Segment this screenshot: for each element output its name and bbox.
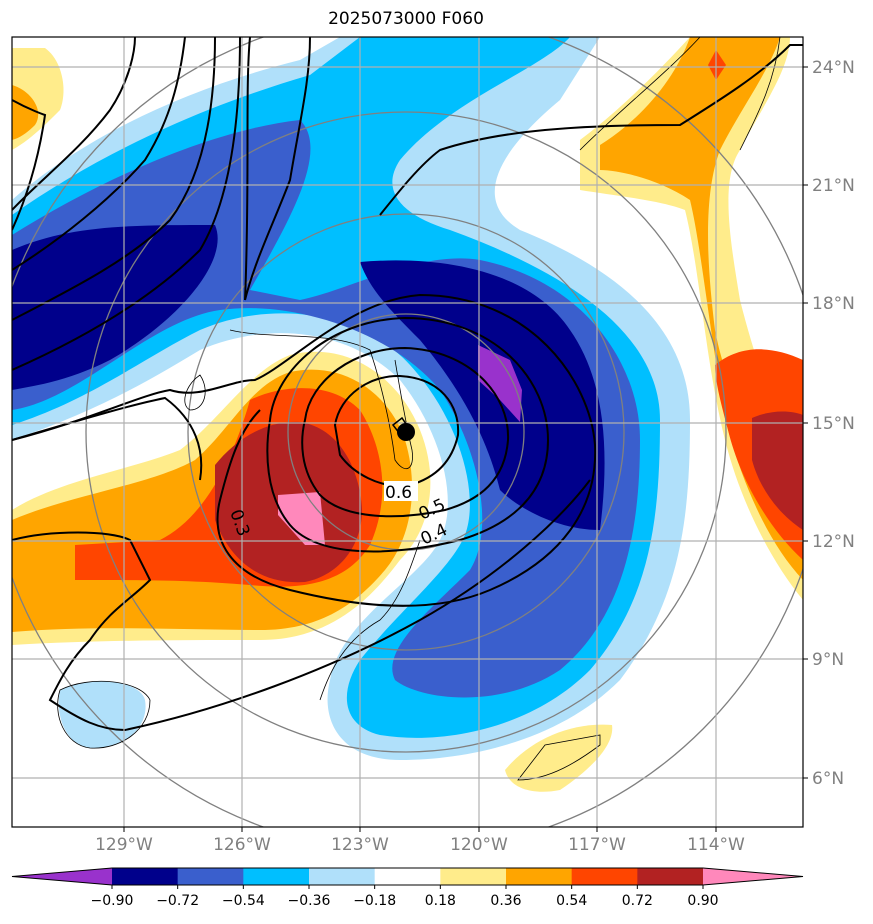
lat-label-9: 9°N xyxy=(812,650,844,670)
colorbar-tick-label: −0.90 xyxy=(91,893,134,909)
neg-field-0.90 xyxy=(478,345,522,422)
lon-label-123: 123°W xyxy=(331,835,389,855)
colorbar-bin xyxy=(571,868,638,885)
contour-sw xyxy=(12,396,203,481)
lat-label-15: 15°N xyxy=(812,414,855,434)
map-title: 2025073000 F060 xyxy=(328,9,484,29)
shaded-field xyxy=(12,37,803,827)
colorbar-tick-label: −0.18 xyxy=(353,893,396,909)
colorbar-bin xyxy=(506,868,573,885)
lat-ticks xyxy=(803,66,808,779)
pos-ne-0.72 xyxy=(752,411,803,530)
colorbar-tick-label: −0.36 xyxy=(288,893,331,909)
colorbar-tick-label: −0.72 xyxy=(156,893,199,909)
colorbar-extend-low xyxy=(12,868,112,885)
colorbar-bin xyxy=(309,868,376,885)
colorbar-tick-label: 0.72 xyxy=(622,893,653,909)
colorbar: −0.90 −0.72 −0.54 −0.36 −0.18 0.18 0.36 0.54 0.7… xyxy=(11,867,804,909)
contour-north xyxy=(244,37,803,301)
lat-label-12: 12°N xyxy=(812,532,855,552)
lat-label-6: 6°N xyxy=(812,769,844,789)
colorbar-bin xyxy=(374,868,441,885)
pos-ne-small xyxy=(708,50,726,80)
map-frame xyxy=(11,36,804,828)
contour-west2 xyxy=(12,37,186,271)
colorbar-tick-label: 0.54 xyxy=(556,893,587,909)
lon-label-129: 129°W xyxy=(95,835,153,855)
pos-se-blob xyxy=(505,724,613,792)
contour-west3 xyxy=(12,37,216,321)
lon-label-117: 117°W xyxy=(568,835,626,855)
storm-center-marker xyxy=(397,423,415,441)
lon-ticks xyxy=(123,827,717,832)
colorbar-bin xyxy=(637,868,704,885)
colorbar-tick-label: 0.18 xyxy=(425,893,456,909)
contour-0.6 xyxy=(333,374,460,487)
colorbar-bin xyxy=(243,868,310,885)
lon-label-120: 120°W xyxy=(450,835,508,855)
lat-label-18: 18°N xyxy=(812,294,855,314)
contour-outer xyxy=(12,479,591,732)
colorbar-tick-label: −0.54 xyxy=(222,893,265,909)
colorbar-tick-label: 0.90 xyxy=(687,893,718,909)
contour-west4 xyxy=(12,37,241,371)
lat-label-21: 21°N xyxy=(812,176,855,196)
grid-lines xyxy=(12,37,803,827)
contour-label-0.6: 0.6 xyxy=(385,483,412,503)
thick-contours xyxy=(12,37,803,732)
colorbar-bin xyxy=(112,868,179,885)
pos-nw-0.36 xyxy=(12,85,39,140)
contour-0.5 xyxy=(301,346,510,518)
neg-field-0.72 xyxy=(12,225,218,390)
colorbar-bin xyxy=(440,868,507,885)
lat-label-24: 24°N xyxy=(812,58,855,78)
colorbar-tick-label: 0.36 xyxy=(490,893,521,909)
lon-label-126: 126°W xyxy=(213,835,271,855)
colorbar-bin xyxy=(177,868,244,885)
contour-west1 xyxy=(12,99,47,231)
neg-field-0.72b xyxy=(360,260,605,530)
contour-label-bg xyxy=(384,481,418,501)
contour-west5 xyxy=(12,37,136,211)
lon-label-114: 114°W xyxy=(687,835,745,855)
contour-0.4 xyxy=(266,316,550,553)
colorbar-extend-high xyxy=(703,868,803,885)
contour-0.3 xyxy=(12,293,597,607)
